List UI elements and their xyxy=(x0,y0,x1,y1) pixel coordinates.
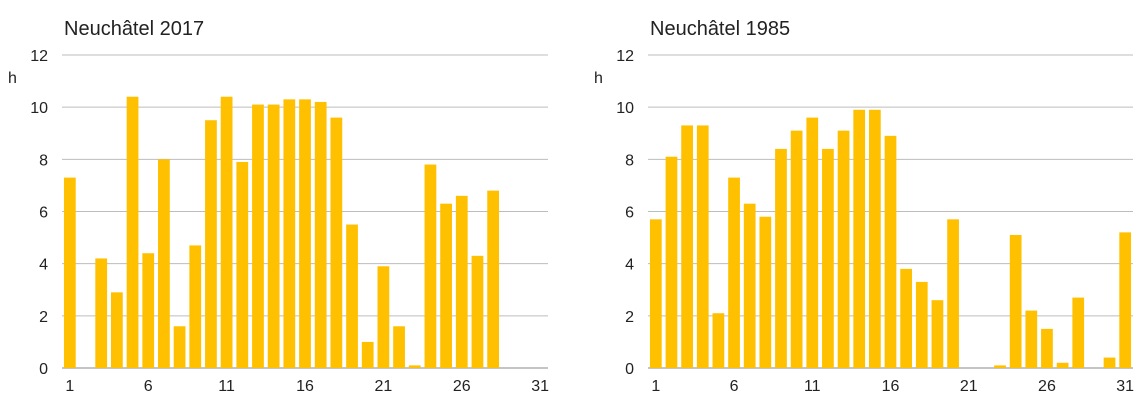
x-tick-label: 11 xyxy=(804,378,821,395)
bar-day-7 xyxy=(743,203,756,368)
bar-day-13 xyxy=(837,130,850,368)
x-tick-label: 26 xyxy=(453,378,471,395)
x-tick-label: 31 xyxy=(531,378,549,395)
bar-day-8 xyxy=(173,326,186,368)
y-tick-label: 10 xyxy=(30,100,48,117)
bar-day-6 xyxy=(142,253,155,368)
bar-day-20 xyxy=(947,219,959,368)
bar-day-19 xyxy=(346,224,358,368)
bar-day-16 xyxy=(299,99,311,368)
bar-day-27 xyxy=(1056,362,1069,368)
chart-neuchatel-2017: Neuchâtel 2017 h 0 2 4 6 8 10 12 1 6 11 16 21 26 31 xyxy=(0,0,556,399)
bar-day-26 xyxy=(1041,328,1053,368)
bar-day-3 xyxy=(681,125,693,368)
bar-day-18 xyxy=(915,281,928,368)
bar-day-16 xyxy=(884,135,897,368)
x-tick-label: 16 xyxy=(882,378,900,395)
bar-day-9 xyxy=(189,245,202,368)
bar-day-30 xyxy=(1103,357,1116,368)
x-tick-label: 21 xyxy=(960,378,978,395)
y-tick-label: 8 xyxy=(39,152,48,169)
y-tick-label: 2 xyxy=(39,309,48,326)
bar-day-15 xyxy=(868,109,881,369)
bar-day-28 xyxy=(487,190,500,368)
y-tick-label: 12 xyxy=(30,48,48,65)
y-tick-label: 12 xyxy=(616,48,634,65)
x-tick-label: 31 xyxy=(1116,378,1134,395)
bar-day-28 xyxy=(1072,297,1085,368)
bar-day-14 xyxy=(853,109,866,369)
bar-day-4 xyxy=(696,125,709,368)
bar-day-24 xyxy=(424,164,437,368)
bar-day-20 xyxy=(361,341,374,368)
x-tick-label: 11 xyxy=(218,378,235,395)
bar-day-18 xyxy=(330,117,343,368)
x-tick-label: 16 xyxy=(296,378,314,395)
y-tick-label: 0 xyxy=(625,361,634,378)
y-tick-label: 6 xyxy=(39,205,48,222)
chart-title: Neuchâtel 1985 xyxy=(650,18,791,40)
bar-day-10 xyxy=(205,120,217,368)
x-tick-label: 6 xyxy=(730,378,739,395)
bar-day-12 xyxy=(236,161,249,368)
bar-day-11 xyxy=(220,96,233,368)
bar-day-3 xyxy=(95,258,108,368)
chart-neuchatel-1985: Neuchâtel 1985 h 0 2 4 6 8 10 12 1 6 11 16 21 26 31 xyxy=(583,0,1139,399)
y-tick-label: 8 xyxy=(625,152,634,169)
bar-day-1 xyxy=(649,219,662,368)
bar-day-4 xyxy=(110,292,123,368)
bar-day-5 xyxy=(126,96,139,368)
bar-day-10 xyxy=(790,130,803,368)
bar-day-9 xyxy=(775,148,787,368)
bar-day-13 xyxy=(252,104,264,368)
x-tick-label: 26 xyxy=(1038,378,1056,395)
bar-day-26 xyxy=(455,195,468,368)
bar-day-6 xyxy=(728,177,740,368)
y-tick-label: 10 xyxy=(616,100,634,117)
bar-day-25 xyxy=(440,203,452,368)
y-tick-label: 6 xyxy=(625,205,634,222)
x-tick-label: 1 xyxy=(651,378,660,395)
bar-day-5 xyxy=(712,313,725,368)
chart-title: Neuchâtel 2017 xyxy=(64,18,205,40)
bar-day-17 xyxy=(900,268,913,368)
bar-day-22 xyxy=(393,326,405,368)
bar-day-7 xyxy=(158,159,170,368)
x-tick-label: 1 xyxy=(65,378,74,395)
bar-day-21 xyxy=(377,266,390,368)
y-tick-label: 4 xyxy=(625,257,634,274)
bar-day-1 xyxy=(63,177,76,368)
y-axis-label: h xyxy=(594,70,603,87)
bar-day-24 xyxy=(1009,234,1022,368)
bar-day-17 xyxy=(314,101,327,368)
x-tick-label: 6 xyxy=(144,378,153,395)
bar-day-2 xyxy=(665,156,678,368)
bar-day-23 xyxy=(408,365,421,368)
bar-day-25 xyxy=(1025,310,1038,368)
y-tick-label: 4 xyxy=(39,257,48,274)
bar-day-27 xyxy=(471,255,484,368)
y-tick-label: 2 xyxy=(625,309,634,326)
bar-day-15 xyxy=(283,99,296,368)
y-axis-label: h xyxy=(8,70,17,87)
bar-day-11 xyxy=(806,117,819,368)
x-tick-label: 21 xyxy=(374,378,392,395)
bar-day-12 xyxy=(822,148,834,368)
bar-day-19 xyxy=(931,300,944,368)
bar-day-31 xyxy=(1119,232,1132,368)
bar-day-14 xyxy=(267,104,280,368)
bar-day-8 xyxy=(759,216,772,368)
y-tick-label: 0 xyxy=(39,361,48,378)
bar-day-23 xyxy=(994,365,1006,368)
